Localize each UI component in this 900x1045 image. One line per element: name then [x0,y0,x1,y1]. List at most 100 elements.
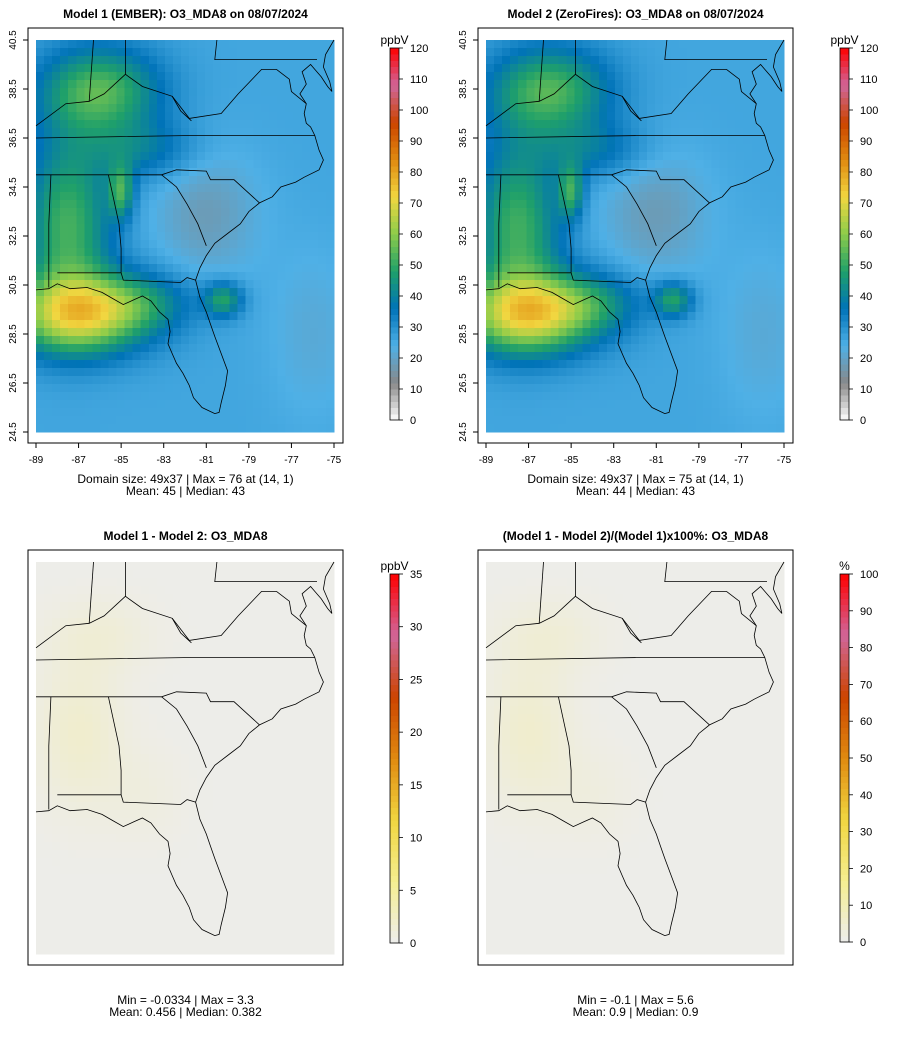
state-boundaries [35,39,335,415]
state-border [507,272,646,283]
state-border [36,169,260,204]
y-tick-label: 24.5 [458,422,469,442]
stats-line-1: Min = -0.1 | Max = 5.6 [577,993,694,1007]
map-panel-4: (Model 1 - Model 2)/(Model 1)x100%: O3_M… [477,529,878,1019]
state-border [276,69,307,105]
x-tick-label: -85 [564,455,579,466]
y-tick-label: 40.5 [8,30,19,50]
colorbar: ppbV 0 10 20 30 40 50 60 70 80 90 100 110 120 [830,33,878,427]
colorbar-tick-label: 0 [410,415,416,427]
x-axis: -89 -87 -85 -83 -81 -79 -77 -75 [479,443,792,466]
x-tick-label: -83 [156,455,171,466]
state-border [48,174,52,288]
stats-line-2: Mean: 45 | Median: 43 [126,484,246,498]
colorbar-tick-label: 60 [860,716,872,728]
state-border [214,39,317,60]
colorbar-tick-label: 20 [410,353,422,365]
state-border [35,135,315,139]
y-tick-label: 38.5 [458,79,469,99]
concentration-raster [36,40,335,433]
x-tick-label: -87 [521,455,536,466]
y-tick-label: 28.5 [8,324,19,344]
state-border [88,39,94,102]
y-tick-label: 30.5 [8,275,19,295]
x-tick-label: -79 [692,455,707,466]
stats-line-1: Min = -0.0334 | Max = 3.3 [117,993,254,1007]
colorbar-tick-label: 50 [860,260,872,272]
x-tick-label: -77 [734,455,749,466]
y-tick-label: 24.5 [8,422,19,442]
map-panel-3: Model 1 - Model 2: O3_MDA8 Min = -0.0334 … [27,529,422,1019]
colorbar-tick-label: 30 [860,827,872,839]
colorbar-tick-label: 50 [860,753,872,765]
colorbar-tick-label: 110 [860,74,878,86]
state-border [108,174,122,273]
state-border [538,39,544,102]
colorbar: ppbV 0 10 20 30 40 50 60 70 80 90 100 110 120 [380,33,428,427]
stats-line-1: Domain size: 49x37 | Max = 75 at (14, 1) [527,472,743,486]
colorbar-tick-label: 70 [410,198,422,210]
x-tick-label: -75 [327,455,342,466]
x-tick-label: -75 [777,455,792,466]
y-axis: 24.5 26.5 28.5 30.5 32.5 34.5 36.5 38.5 40.5 [8,30,28,442]
state-boundaries [485,39,785,415]
state-border [57,272,196,283]
x-tick-label: -83 [606,455,621,466]
state-border [664,39,767,60]
y-tick-label: 32.5 [8,226,19,246]
state-border [35,657,315,661]
panel-title: Model 1 - Model 2: O3_MDA8 [103,529,267,543]
state-border [486,169,710,204]
state-border [161,696,207,768]
colorbar-tick-label: 15 [410,780,422,792]
state-border [611,174,657,246]
colorbar-tick-label: 0 [860,415,866,427]
panel-title: Model 1 (EMBER): O3_MDA8 on 08/07/2024 [63,7,308,21]
state-border [558,174,572,273]
colorbar-tick-label: 80 [860,167,872,179]
colorbar-tick-label: 30 [410,622,422,634]
colorbar-tick-label: 20 [860,863,872,875]
state-border [36,691,260,726]
state-border [486,691,710,726]
state-border [507,794,646,805]
y-axis: 24.5 26.5 28.5 30.5 32.5 34.5 36.5 38.5 40.5 [458,30,478,442]
x-tick-label: -77 [284,455,299,466]
state-border [276,591,307,627]
colorbar-tick-label: 50 [410,260,422,272]
colorbar-tick-label: 5 [410,885,416,897]
y-tick-label: 26.5 [8,373,19,393]
concentration-raster [36,562,335,955]
map-panel-1: Model 1 (EMBER): O3_MDA8 on 08/07/2024 -8… [8,7,428,498]
colorbar-tick-label: 90 [860,136,872,148]
colorbar-tick-label: 40 [410,291,422,303]
colorbar-tick-label: 10 [410,833,422,845]
colorbar-unit: ppbV [830,33,858,47]
colorbar-unit: % [839,559,850,573]
colorbar-tick-label: 60 [860,229,872,241]
x-tick-label: -81 [199,455,214,466]
colorbar-tick-label: 100 [410,105,428,117]
y-tick-label: 28.5 [458,324,469,344]
stats-line-2: Mean: 0.456 | Median: 0.382 [109,1005,262,1019]
x-tick-label: -89 [29,455,44,466]
state-border [611,696,657,768]
colorbar-tick-label: 70 [860,679,872,691]
state-border [48,696,52,810]
colorbar-tick-label: 0 [410,938,416,950]
state-boundaries [35,561,335,937]
colorbar-tick-label: 100 [860,569,878,581]
state-border [498,696,502,810]
state-border [726,591,757,627]
map-panel-2: Model 2 (ZeroFires): O3_MDA8 on 08/07/20… [458,7,878,498]
colorbar-tick-label: 10 [410,384,422,396]
colorbar-tick-label: 20 [410,727,422,739]
x-tick-label: -87 [71,455,86,466]
colorbar-tick-label: 40 [860,790,872,802]
state-border [485,135,765,139]
state-border [171,591,277,641]
panel-title: (Model 1 - Model 2)/(Model 1)x100%: O3_M… [503,529,769,543]
stats-line-2: Mean: 44 | Median: 43 [576,484,696,498]
state-border [88,561,94,624]
